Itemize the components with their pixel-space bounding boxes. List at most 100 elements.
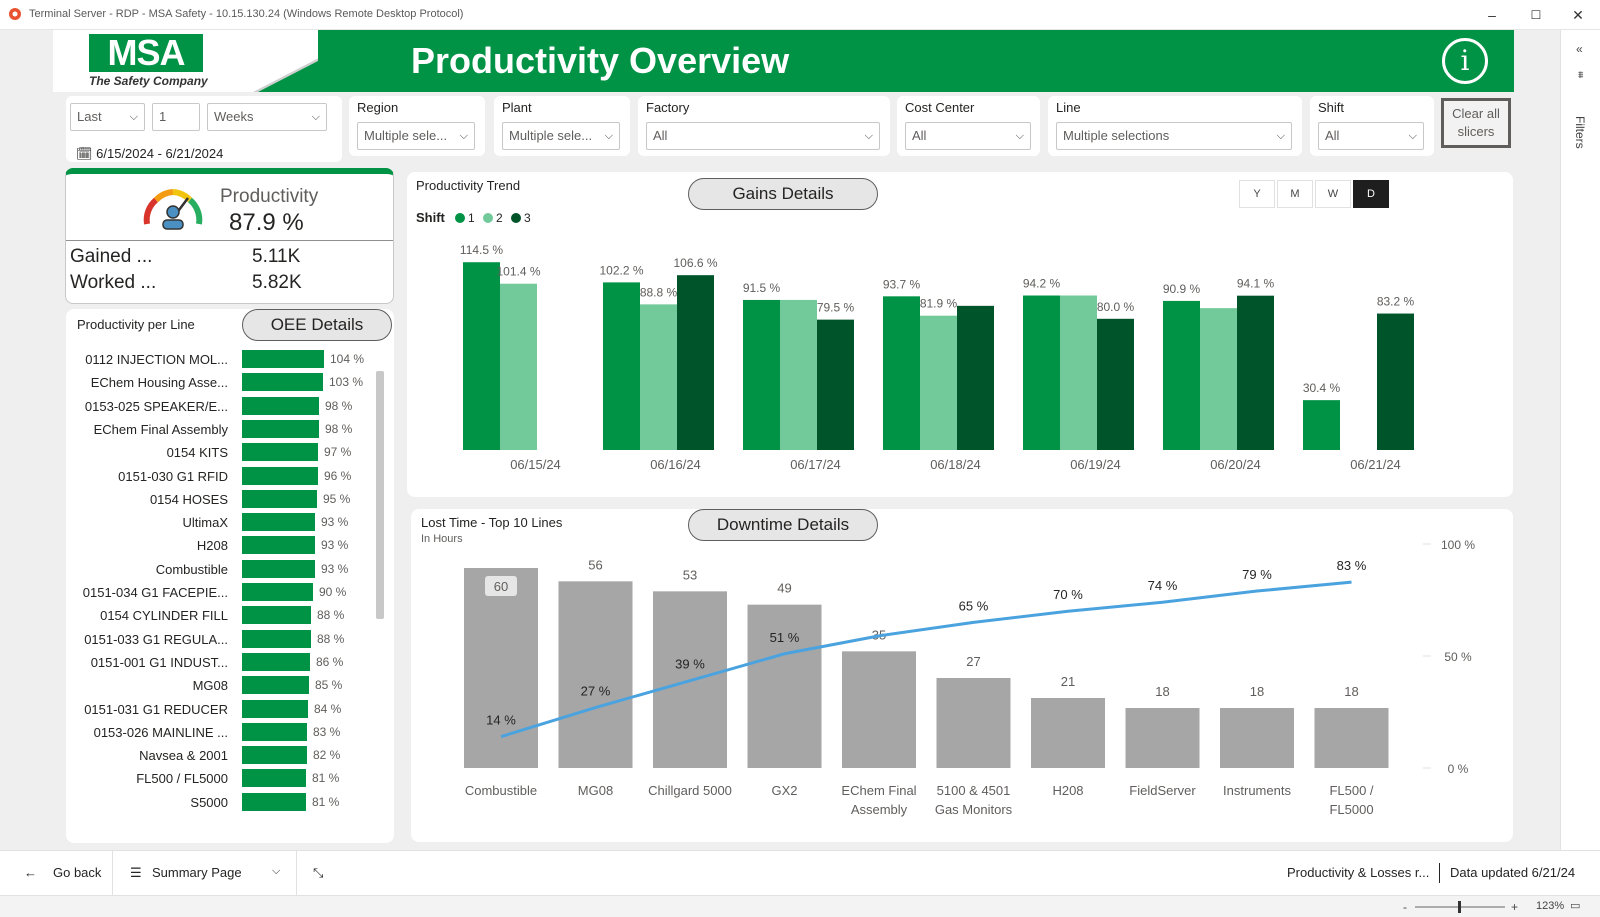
line-row[interactable]: UltimaX 93 % [66,512,376,532]
minimize-button[interactable]: – [1488,7,1496,23]
relative-count-input[interactable]: 1 [152,103,200,131]
line-bar[interactable] [242,722,307,741]
back-arrow-icon[interactable]: ← [24,865,37,880]
line-row[interactable]: H208 93 % [66,535,376,555]
line-row[interactable]: S5000 81 % [66,792,376,812]
factory-dropdown[interactable]: All ⌵ [646,122,880,150]
line-dropdown[interactable]: Multiple selections ⌵ [1056,122,1292,150]
line-bar[interactable] [242,676,309,695]
line-row[interactable]: FL500 / FL5000 81 % [66,768,376,788]
trend-bar[interactable] [920,315,957,450]
line-bar[interactable] [242,466,318,485]
zoom-slider[interactable]: - + [1403,900,1523,914]
shift-dropdown[interactable]: All ⌵ [1318,122,1424,150]
lost-time-bar[interactable] [558,581,633,768]
line-bar[interactable] [242,629,311,648]
lost-time-bar[interactable] [842,651,916,768]
list-scrollbar[interactable] [376,371,384,619]
plant-dropdown[interactable]: Multiple sele... ⌵ [502,122,620,150]
go-back-button[interactable]: Go back [53,865,102,880]
lost-time-bar[interactable] [1220,708,1294,768]
page-selector[interactable]: Summary Page [152,865,242,880]
close-button[interactable]: ✕ [1572,7,1584,23]
line-row[interactable]: Navsea & 2001 82 % [66,745,376,765]
line-bar[interactable] [242,373,323,392]
line-row[interactable]: 0151-031 G1 REDUCER 84 % [66,699,376,719]
line-bar[interactable] [242,443,318,462]
legend-item-shift-3[interactable]: 3 [511,211,531,225]
trend-bar[interactable] [1377,313,1414,450]
lost-time-bar[interactable] [1125,708,1200,768]
lost-time-bar[interactable] [1031,698,1105,768]
line-row[interactable]: 0151-001 G1 INDUST... 86 % [66,652,376,672]
line-row[interactable]: 0153-026 MAINLINE ... 83 % [66,722,376,742]
region-dropdown[interactable]: Multiple sele... ⌵ [357,122,475,150]
trend-bar[interactable] [500,283,537,450]
lost-time-bar[interactable] [464,568,538,768]
chevron-left-icon[interactable]: « [1576,42,1583,56]
line-bar[interactable] [242,350,324,368]
trend-bar[interactable] [1097,318,1134,450]
trend-bar[interactable] [640,304,677,450]
trend-bar[interactable] [1200,308,1237,450]
line-row[interactable]: EChem Final Assembly 98 % [66,419,376,439]
line-row[interactable]: EChem Housing Asse... 103 % [66,372,376,392]
line-bar[interactable] [242,769,306,788]
line-bar[interactable] [242,396,319,415]
trend-bar[interactable] [677,275,714,450]
line-row[interactable]: 0112 INJECTION MOL... 104 % [66,349,376,369]
trend-bar[interactable] [957,305,994,450]
line-bar[interactable] [242,536,315,555]
line-row[interactable]: 0151-033 G1 REGULA... 88 % [66,629,376,649]
cost-center-dropdown[interactable]: All ⌵ [905,122,1031,150]
lost-time-bar[interactable] [747,604,822,768]
filters-pane-collapsed[interactable]: « ⩩ Filters [1560,30,1600,850]
line-row[interactable]: Combustible 93 % [66,559,376,579]
trend-bar[interactable] [883,296,920,450]
trend-bar[interactable] [1163,300,1200,450]
trend-bar[interactable] [1237,295,1274,450]
line-bar[interactable] [242,746,307,765]
granularity-day-button[interactable]: D [1353,180,1389,208]
granularity-year-button[interactable]: Y [1239,180,1275,208]
legend-item-shift-1[interactable]: 1 [455,211,475,225]
line-bar[interactable] [242,792,306,811]
info-icon[interactable]: i [1442,38,1488,84]
line-row[interactable]: 0154 HOSES 95 % [66,489,376,509]
lost-time-bar[interactable] [1314,708,1389,768]
relative-mode-dropdown[interactable]: Last ⌵ [70,103,145,131]
fit-page-icon[interactable]: ▭ [1570,900,1581,912]
line-row[interactable]: 0154 CYLINDER FILL 88 % [66,605,376,625]
lost-time-bar[interactable] [936,678,1011,768]
trend-bar[interactable] [603,282,640,450]
maximize-button[interactable]: ☐ [1530,8,1542,22]
line-bar[interactable] [242,489,317,508]
line-row[interactable]: 0151-030 G1 RFID 96 % [66,466,376,486]
oee-details-button[interactable]: OEE Details [242,309,392,341]
trend-bar[interactable] [1023,295,1060,450]
trend-bar[interactable] [780,299,817,450]
line-bar[interactable] [242,513,315,532]
granularity-month-button[interactable]: M [1277,180,1313,208]
filters-pane-label[interactable]: Filters [1573,116,1587,149]
collapse-icon[interactable]: ⤡ [313,865,324,880]
trend-bar[interactable] [1060,295,1097,450]
line-bar[interactable] [242,583,313,601]
line-bar[interactable] [242,559,315,578]
chevron-down-icon[interactable]: ⌵ [272,865,281,877]
line-bar[interactable] [242,419,319,438]
legend-item-shift-2[interactable]: 2 [483,211,503,225]
trend-bar[interactable] [463,262,500,450]
clear-all-slicers-button[interactable]: Clear all slicers [1441,98,1511,148]
downtime-details-button[interactable]: Downtime Details [688,509,878,541]
line-row[interactable]: MG08 85 % [66,675,376,695]
line-bar[interactable] [242,606,311,625]
line-row[interactable]: 0153-025 SPEAKER/E... 98 % [66,396,376,416]
line-row[interactable]: 0151-034 G1 FACEPIE... 90 % [66,582,376,602]
trend-bar[interactable] [817,319,854,450]
line-bar[interactable] [242,652,310,671]
gains-details-button[interactable]: Gains Details [688,178,878,210]
relative-unit-dropdown[interactable]: Weeks ⌵ [207,103,327,131]
line-bar[interactable] [242,699,308,718]
line-row[interactable]: 0154 KITS 97 % [66,442,376,462]
